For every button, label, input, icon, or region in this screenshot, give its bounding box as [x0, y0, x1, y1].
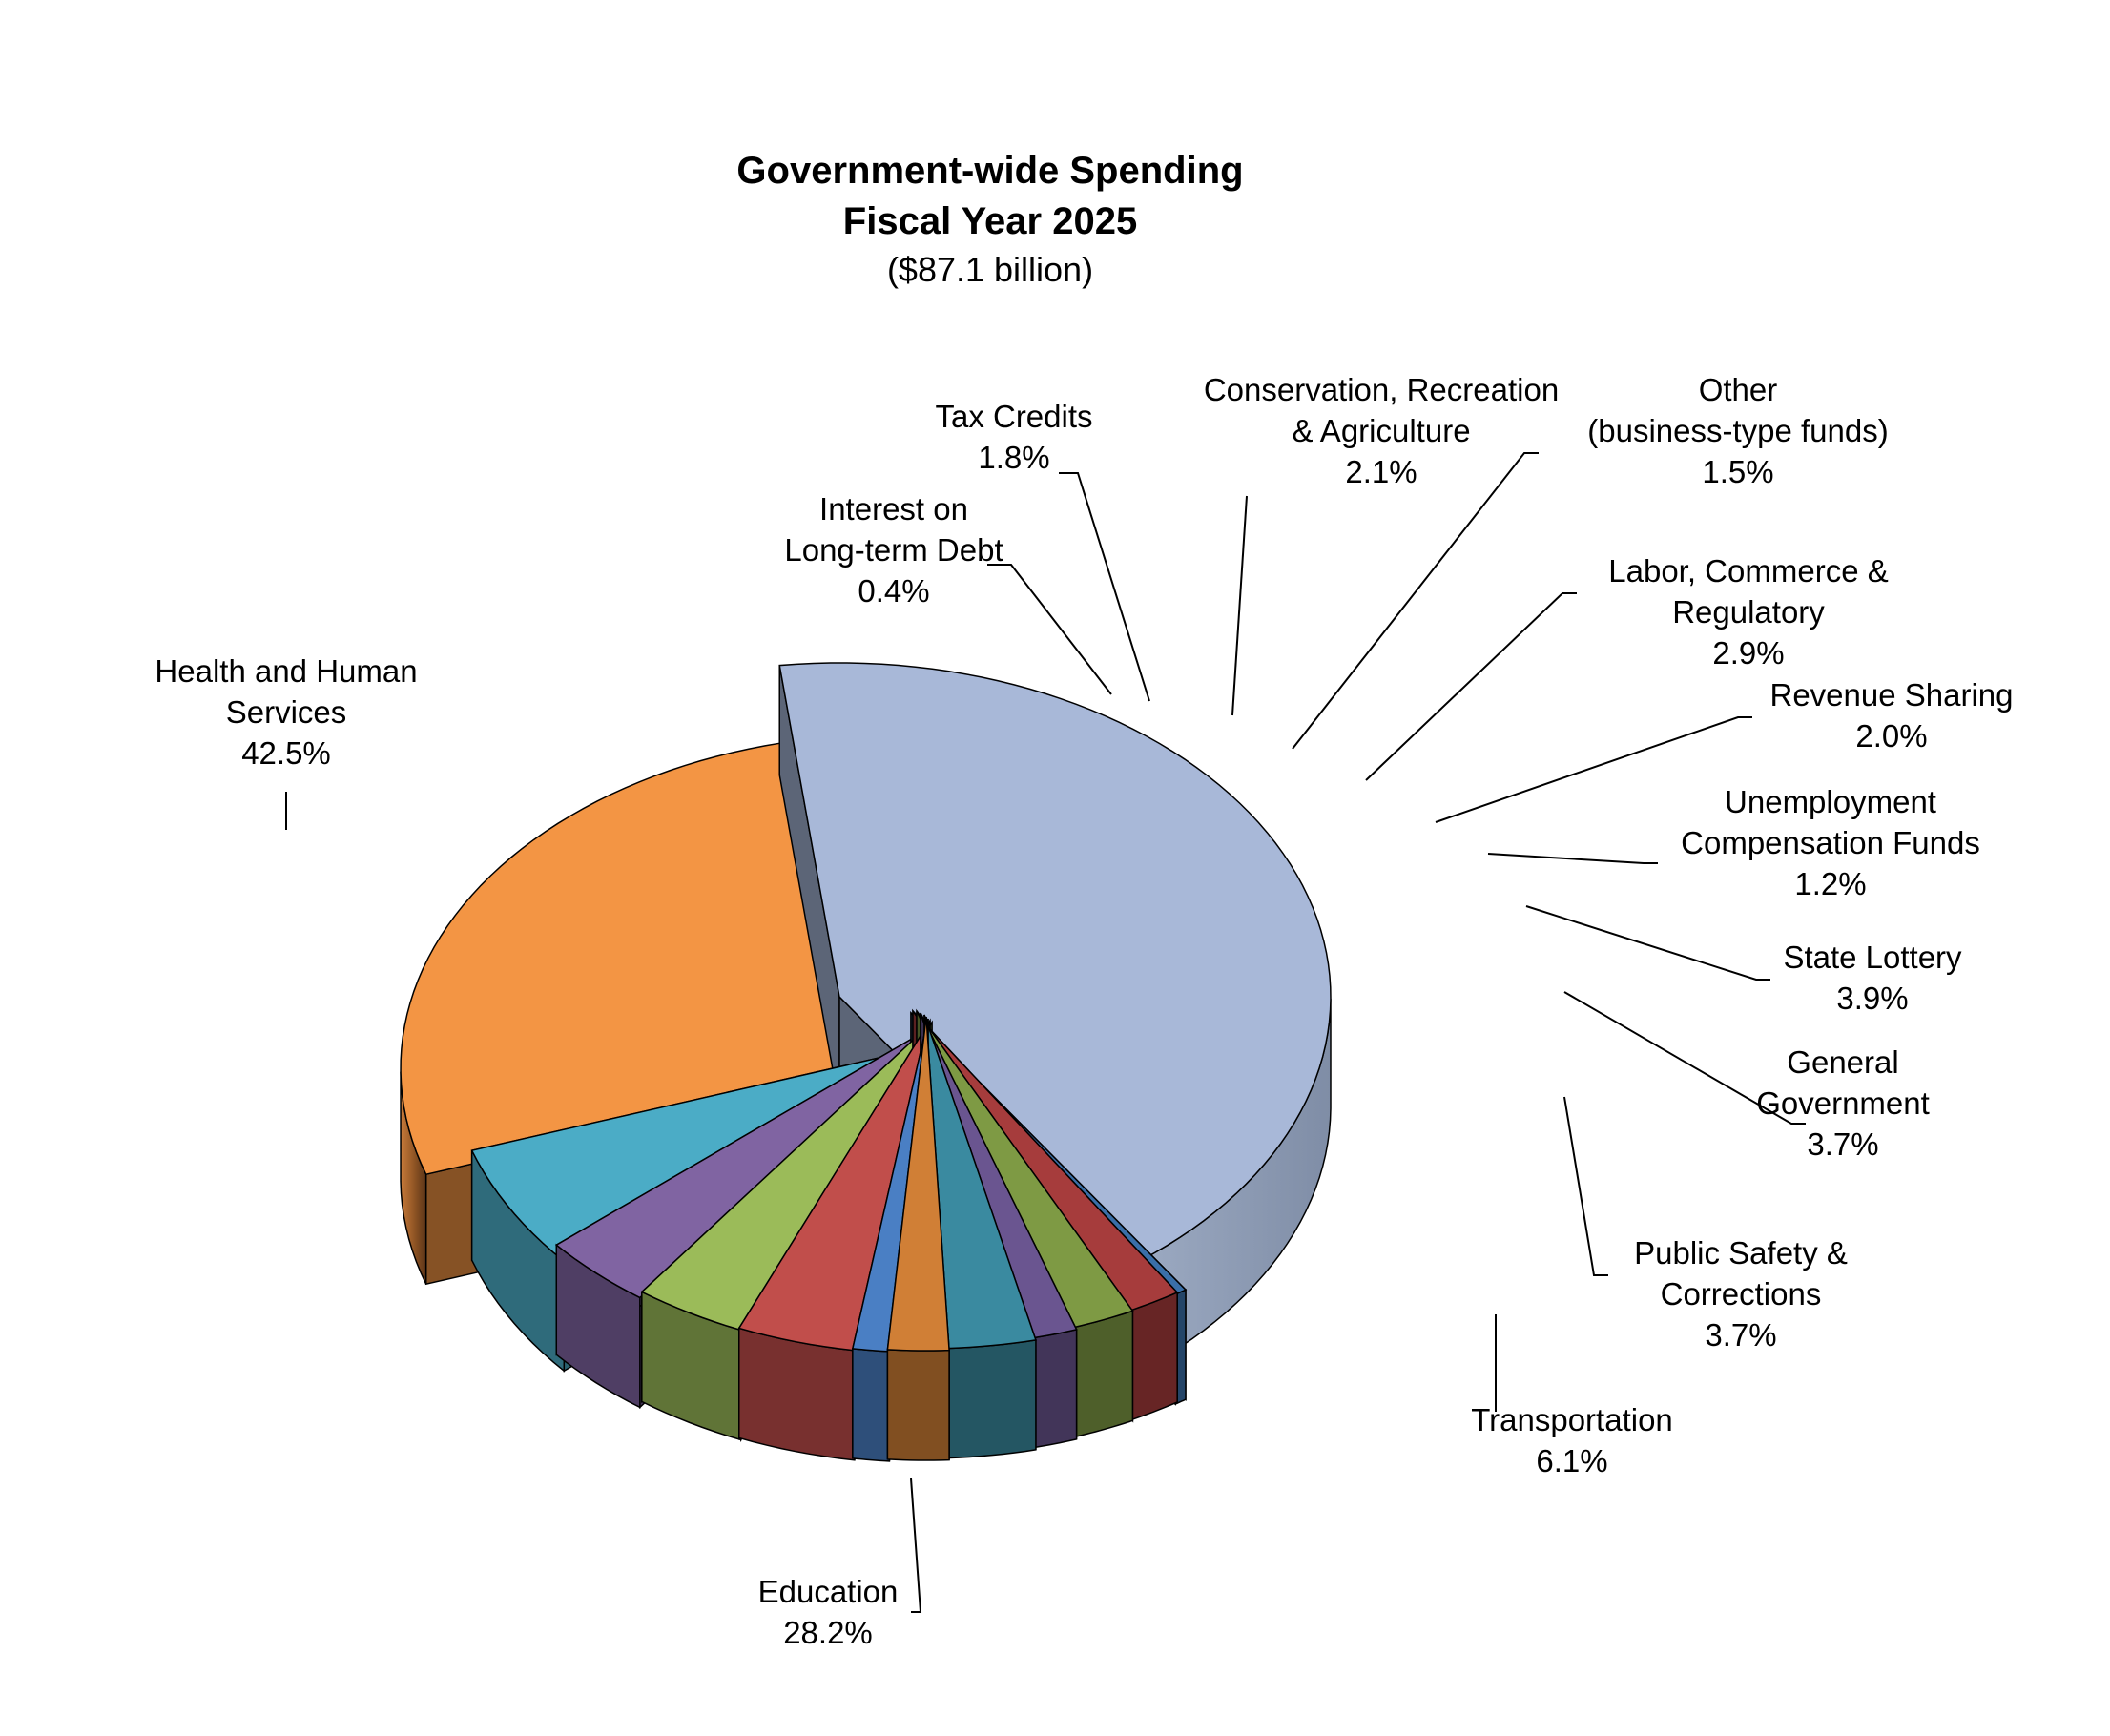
percent-other: 1.5%: [1702, 454, 1773, 489]
label-conservation: Conservation, Recreation & Agriculture 2.1…: [1204, 372, 1559, 489]
leader-tax: [1059, 472, 1150, 702]
label-line-safety: Corrections: [1661, 1276, 1822, 1312]
label-labor: Labor, Commerce & Regulatory 2.9%: [1608, 553, 1888, 671]
label-line-general: General: [1787, 1044, 1898, 1080]
slice-conservation-side: [1071, 1310, 1134, 1438]
slice-lottery-top: [737, 1020, 931, 1352]
slice-revenue: [886, 1016, 950, 1461]
slice-labor-top: [923, 1014, 1037, 1350]
percent-labor: 2.9%: [1712, 635, 1784, 671]
percent-transport: 6.1%: [1536, 1443, 1607, 1478]
label-line-other: Other: [1699, 372, 1778, 407]
chart-title-line2: Fiscal Year 2025: [843, 200, 1137, 242]
percent-education: 28.2%: [783, 1615, 873, 1650]
chart-subtitle: ($87.1 billion): [887, 250, 1093, 289]
label-line-labor: Labor, Commerce &: [1608, 553, 1888, 589]
label-line-labor: Regulatory: [1672, 594, 1825, 630]
label-lottery: State Lottery 3.9%: [1783, 940, 1962, 1016]
slice-revenue-side: [886, 1349, 950, 1461]
percent-general: 3.7%: [1807, 1126, 1878, 1162]
label-line-health: Services: [226, 694, 347, 730]
label-other: Other (business-type funds) 1.5%: [1587, 372, 1888, 489]
leader-conservation: [1231, 495, 1248, 716]
slice-other-top: [920, 1012, 1078, 1339]
label-line-general: Government: [1756, 1085, 1930, 1121]
label-line-revenue: Revenue Sharing: [1769, 677, 2013, 713]
leader-other: [1292, 452, 1539, 750]
label-transport: Transportation 6.1%: [1471, 1402, 1673, 1478]
leader-labor: [1365, 592, 1577, 781]
slice-conservation-top: [916, 1010, 1134, 1329]
slice-health-top: [778, 662, 1332, 1275]
label-tax: Tax Credits 1.8%: [935, 399, 1092, 475]
label-line-tax: Tax Credits: [935, 399, 1092, 434]
label-line-unemployment: Unemployment: [1725, 784, 1936, 819]
label-line-health: Health and Human: [155, 653, 417, 689]
label-line-lottery: State Lottery: [1783, 940, 1962, 975]
slice-revenue-top: [886, 1016, 950, 1352]
label-line-other: (business-type funds): [1587, 413, 1888, 448]
leader-general: [1563, 991, 1806, 1125]
slice-tax-top: [912, 1010, 1179, 1312]
slice-general-top: [640, 1022, 933, 1332]
percent-lottery: 3.9%: [1836, 981, 1908, 1016]
percent-unemployment: 1.2%: [1794, 866, 1866, 901]
label-line-education: Education: [758, 1574, 899, 1609]
label-revenue: Revenue Sharing 2.0%: [1769, 677, 2013, 754]
label-unemployment: Unemployment Compensation Funds 1.2%: [1681, 784, 1980, 901]
leader-lines: [285, 452, 1806, 1613]
slice-safety-top: [554, 1027, 931, 1299]
label-line-conservation: & Agriculture: [1292, 413, 1470, 448]
label-health: Health and Human Services 42.5%: [155, 653, 417, 771]
label-education: Education 28.2%: [758, 1574, 899, 1650]
percent-tax: 1.8%: [978, 440, 1049, 475]
label-safety: Public Safety & Corrections 3.7%: [1634, 1235, 1848, 1353]
leader-revenue: [1435, 716, 1752, 823]
percent-interest: 0.4%: [858, 573, 929, 609]
slice-labor-side: [946, 1338, 1037, 1459]
percent-conservation: 2.1%: [1345, 454, 1417, 489]
leader-education: [910, 1478, 922, 1613]
chart-title-line1: Government-wide Spending: [736, 150, 1243, 192]
slice-tax-side: [1127, 1291, 1178, 1422]
slice-education-top: [400, 735, 893, 1176]
leader-lottery: [1525, 905, 1770, 981]
percent-revenue: 2.0%: [1855, 718, 1927, 754]
label-line-interest: Long-term Debt: [784, 532, 1003, 568]
slice-labels: Health and Human Services 42.5% Interest on…: [155, 372, 2013, 1650]
slice-unemployment-top: [851, 1018, 929, 1353]
leader-safety: [1563, 1096, 1608, 1276]
label-line-unemployment: Compensation Funds: [1681, 825, 1980, 860]
slice-unemployment-side: [852, 1348, 891, 1462]
percent-health: 42.5%: [241, 735, 331, 771]
label-interest: Interest on Long-term Debt 0.4%: [784, 491, 1003, 609]
slice-other-side: [1031, 1328, 1078, 1449]
label-line-conservation: Conservation, Recreation: [1204, 372, 1559, 407]
label-line-safety: Public Safety &: [1634, 1235, 1848, 1271]
label-line-transport: Transportation: [1471, 1402, 1673, 1437]
pie-slices: [400, 662, 1332, 1462]
label-line-interest: Interest on: [819, 491, 968, 527]
label-general: General Government 3.7%: [1756, 1044, 1930, 1162]
percent-safety: 3.7%: [1705, 1317, 1776, 1353]
leader-interest: [987, 564, 1112, 695]
leader-unemployment: [1487, 853, 1658, 864]
